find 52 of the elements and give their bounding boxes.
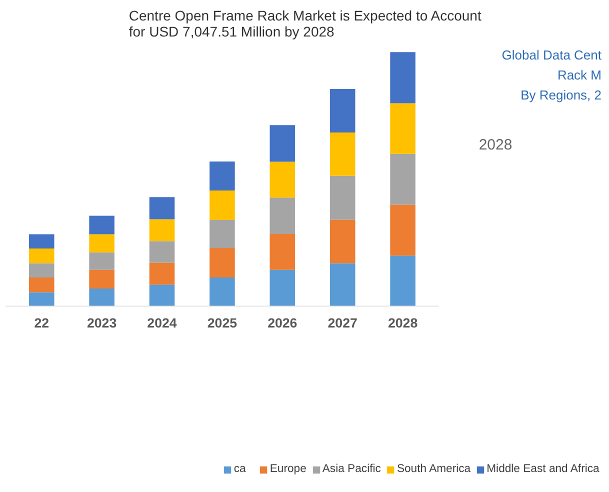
bar — [210, 190, 235, 220]
bar — [28, 278, 54, 292]
text: Rack M — [557, 68, 602, 82]
bar — [28, 248, 54, 264]
x-tick-label: 2023 — [86, 316, 117, 330]
bar — [149, 284, 175, 306]
bar — [89, 288, 114, 306]
bar — [390, 204, 416, 256]
bar — [390, 103, 416, 154]
text: 2028 — [478, 136, 512, 154]
bar — [330, 176, 356, 220]
legend-label: Middle East and Africa — [486, 463, 600, 475]
bar — [390, 52, 416, 104]
bar — [149, 241, 175, 263]
x-tick-label: 2024 — [147, 316, 178, 330]
bar — [390, 154, 416, 205]
bar — [330, 220, 356, 264]
chart-title: Centre Open Frame Rack Market is Expected to Account for USD 7,047.51 Million by 2028 — [128, 8, 482, 40]
bar — [28, 292, 54, 306]
bar — [390, 256, 416, 306]
legend-label: South America — [396, 463, 471, 475]
legend-label: ca — [234, 463, 247, 475]
bar — [330, 132, 356, 176]
bar — [270, 198, 296, 234]
x-tick-label: 2026 — [268, 316, 298, 330]
bar — [28, 263, 54, 278]
bar — [270, 162, 296, 198]
legend-label: Asia Pacific — [322, 463, 381, 475]
bar — [210, 248, 235, 278]
legend-label: Europe — [270, 463, 306, 475]
x-tick-label: 22 — [34, 316, 50, 330]
bar — [149, 262, 175, 285]
bar — [28, 234, 54, 249]
bar — [210, 278, 235, 306]
bar — [270, 270, 296, 306]
bar — [89, 270, 114, 288]
bar — [149, 197, 175, 220]
bar — [210, 220, 235, 248]
bar — [210, 162, 235, 191]
bar — [270, 234, 296, 270]
x-tick-label: 2027 — [328, 316, 358, 330]
x-tick-label: 2028 — [388, 316, 418, 330]
bar — [330, 263, 356, 306]
bar — [149, 219, 175, 242]
bar — [89, 234, 114, 252]
bar — [89, 216, 114, 234]
text: By Regions, 2 — [520, 88, 602, 102]
bar — [330, 89, 356, 133]
bar — [270, 125, 296, 162]
x-tick-label: 2025 — [207, 316, 238, 330]
bar — [89, 252, 114, 270]
text: Global Data Cent — [502, 48, 602, 62]
